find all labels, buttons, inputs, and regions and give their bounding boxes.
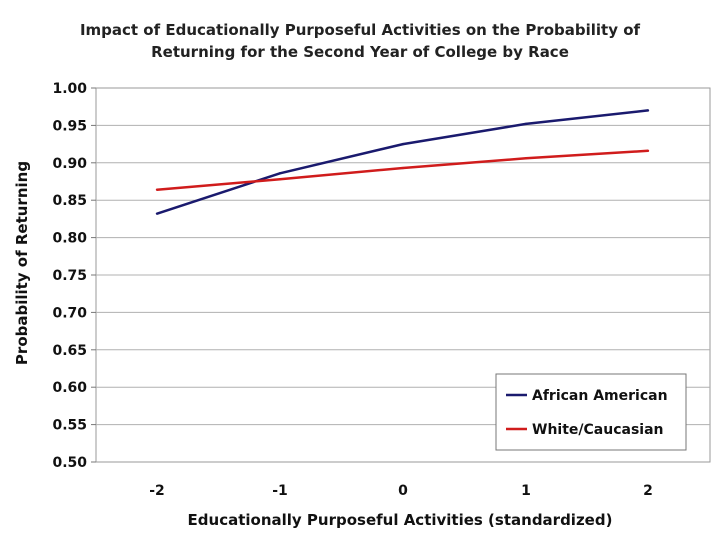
y-tick-label: 0.85: [52, 193, 87, 209]
y-tick-label: 0.95: [52, 118, 87, 134]
y-tick-label: 0.90: [52, 156, 87, 172]
data-point: [278, 178, 282, 181]
data-point: [155, 188, 159, 191]
y-tick-label: 0.75: [52, 268, 87, 284]
data-point: [278, 172, 282, 175]
data-point: [524, 157, 528, 160]
data-point: [524, 122, 528, 126]
x-tick-label: 0: [398, 483, 408, 499]
x-axis-title: Educationally Purposeful Activities (sta…: [188, 511, 613, 529]
data-point: [401, 142, 405, 146]
y-tick-label: 0.60: [52, 380, 87, 396]
y-tick-label: 0.70: [52, 305, 87, 321]
legend-label-white-caucasian: White/Caucasian: [532, 422, 664, 438]
y-tick-label: 0.55: [52, 418, 87, 434]
chart-title-line-2: Returning for the Second Year of College…: [151, 43, 569, 61]
chart-title-line-1: Impact of Educationally Purposeful Activ…: [80, 21, 641, 39]
data-point: [401, 166, 405, 170]
legend: African American White/Caucasian: [495, 373, 687, 451]
y-tick-label: 0.65: [52, 343, 87, 359]
x-tick-label: -2: [149, 483, 165, 499]
legend-label-african-american: African American: [532, 388, 668, 404]
data-point: [155, 212, 159, 215]
x-tick-label: 1: [521, 483, 531, 499]
x-axis-ticks: -2 -1 0 1 2: [149, 483, 653, 499]
x-tick-label: 2: [643, 483, 653, 499]
y-axis-ticks: 0.50 0.55 0.60 0.65 0.70 0.75 0.80 0.85 0.90 0.95…: [52, 81, 96, 471]
y-axis-title: Probability of Returning: [13, 161, 31, 365]
y-tick-label: 0.80: [52, 231, 87, 247]
series-lines: [155, 109, 650, 215]
y-tick-label: 0.50: [52, 455, 87, 471]
x-tick-label: -1: [272, 483, 288, 499]
y-tick-label: 1.00: [52, 81, 87, 97]
legend-box: [495, 373, 687, 451]
data-point: [646, 109, 650, 112]
data-point: [646, 149, 650, 153]
